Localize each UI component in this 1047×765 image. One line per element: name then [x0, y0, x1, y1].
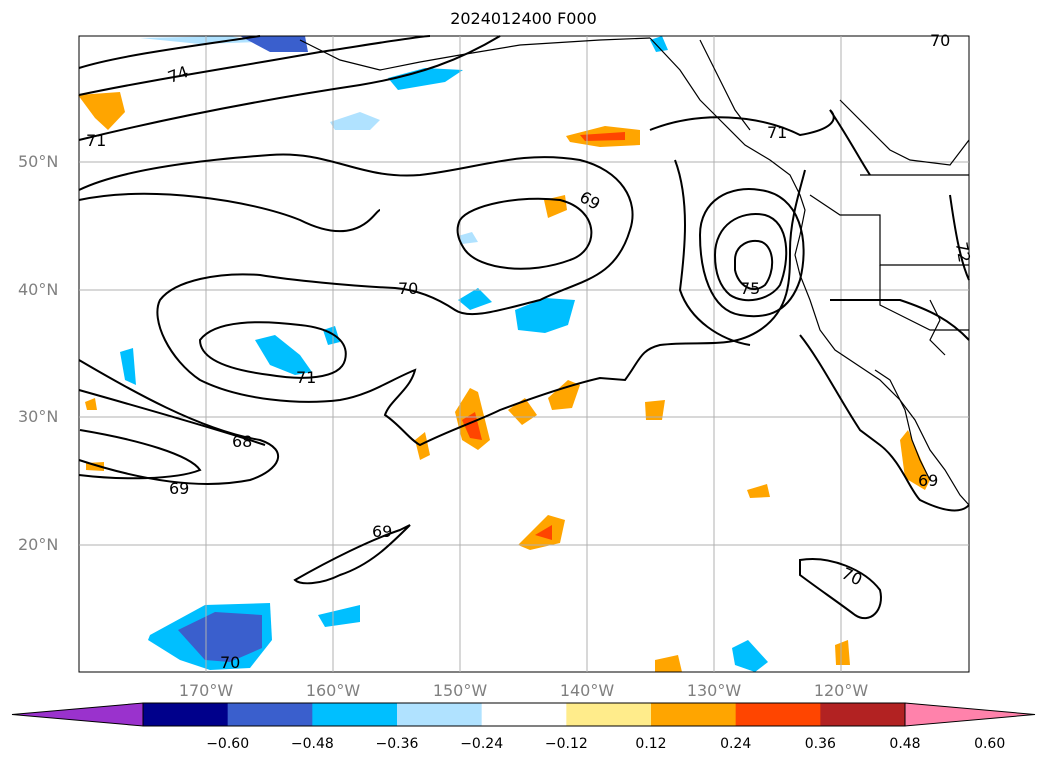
lon-label-170w: 170°W [178, 681, 234, 700]
colorbar-tick-label: −0.48 [290, 736, 334, 752]
contour-label: 70 [839, 564, 865, 590]
colorbar-swatch [481, 703, 567, 726]
contour-label: 70 [220, 653, 240, 672]
map-plot-frame [78, 35, 970, 673]
colorbar-frame [142, 702, 906, 727]
contour-label: 71 [86, 131, 106, 150]
contour-label: 69 [372, 522, 392, 541]
colorbar-extend-low [11, 702, 144, 727]
colorbar-extend-high [904, 702, 1036, 727]
colorbar-tick-label: −0.60 [206, 736, 250, 752]
colorbar-tick-label: 0.48 [889, 736, 921, 752]
contour-label: 72 [952, 241, 974, 264]
colorbar-swatch [820, 703, 906, 726]
lon-label-120w: 120°W [813, 681, 869, 700]
colorbar-tick-label: 0.36 [804, 736, 836, 752]
lat-label-40n: 40°N [18, 280, 59, 299]
colorbar-swatch [143, 703, 229, 726]
lon-label-160w: 160°W [305, 681, 361, 700]
shaded-anomalies [78, 36, 930, 672]
lon-label-130w: 130°W [686, 681, 742, 700]
colorbar-swatch [735, 703, 821, 726]
map-title: 2024012400 F000 [450, 9, 597, 28]
contour-label: 70 [930, 31, 950, 50]
lon-label-150w: 150°W [432, 681, 488, 700]
map-plot: 74 71 69 70 71 68 69 69 71 75 72 69 70 7… [78, 31, 974, 673]
contour-label: 75 [740, 279, 760, 298]
contour-label: 71 [296, 368, 316, 387]
colorbar-tick-label: 0.24 [720, 736, 752, 752]
contour-label: 70 [398, 279, 418, 298]
coastlines [299, 37, 970, 506]
contour-label: 74 [165, 62, 191, 87]
colorbar-tick-label: −0.12 [544, 736, 588, 752]
contour-label: 69 [918, 471, 938, 490]
colorbar-swatch [227, 703, 313, 726]
contour-lines [78, 35, 970, 620]
contour-label: 68 [232, 432, 252, 451]
contour-label: 71 [767, 123, 787, 142]
colorbar-swatch [651, 703, 737, 726]
lat-label-50n: 50°N [18, 152, 59, 171]
gridlines [79, 36, 969, 672]
lat-label-20n: 20°N [18, 535, 59, 554]
lon-label-140w: 140°W [559, 681, 615, 700]
lat-label-30n: 30°N [18, 407, 59, 426]
contour-label: 69 [169, 479, 189, 498]
colorbar-tick-label: 0.60 [974, 736, 1006, 752]
colorbar-tick-label: −0.24 [460, 736, 504, 752]
colorbar-swatch [566, 703, 652, 726]
colorbar-swatch [397, 703, 483, 726]
colorbar-tick-label: −0.36 [375, 736, 419, 752]
colorbar-swatch [312, 703, 398, 726]
colorbar-tick-label: 0.12 [635, 736, 667, 752]
